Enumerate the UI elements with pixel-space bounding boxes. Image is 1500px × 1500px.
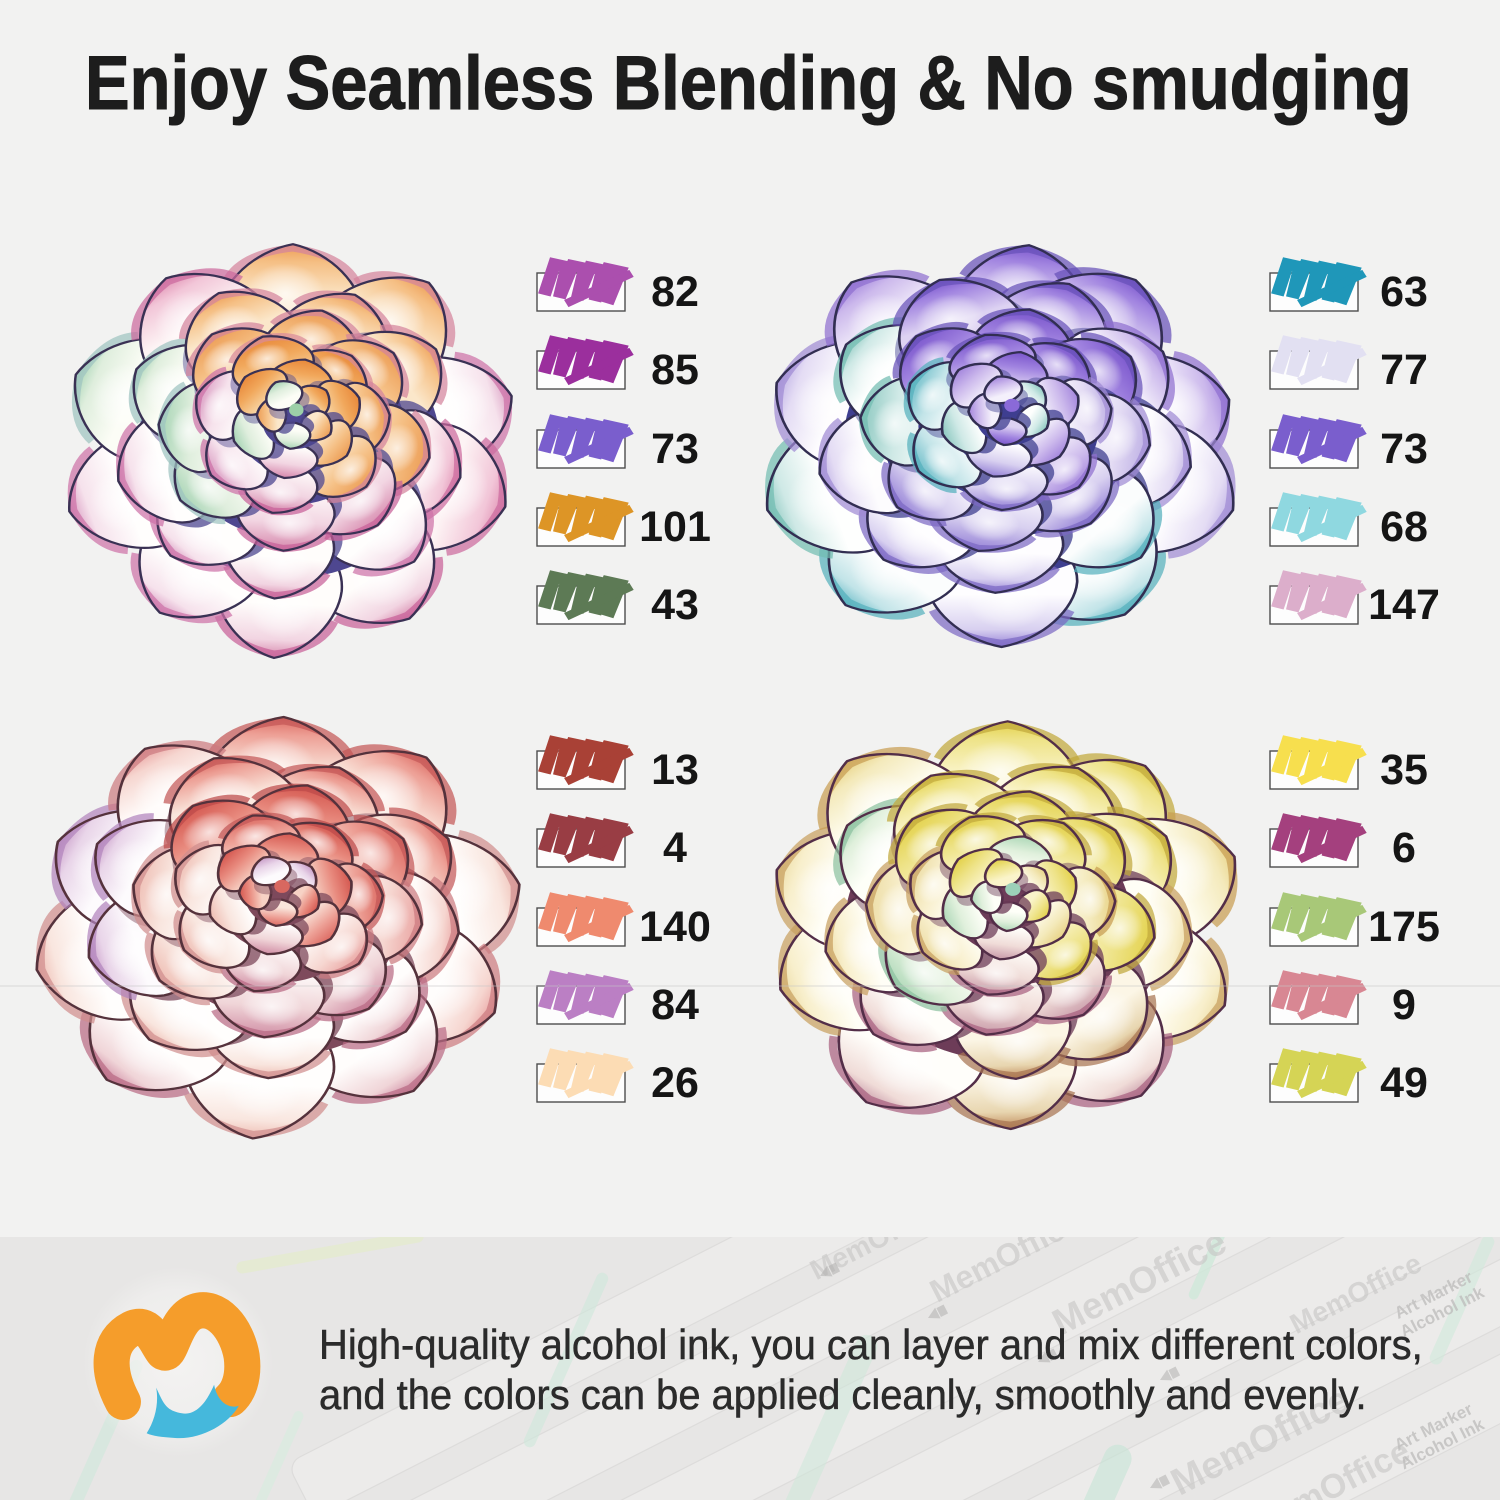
svg-text:6: 6 bbox=[1392, 824, 1416, 872]
svg-text:101: 101 bbox=[639, 503, 711, 551]
svg-text:26: 26 bbox=[651, 1059, 699, 1107]
svg-text:68: 68 bbox=[1380, 503, 1428, 551]
svg-text:35: 35 bbox=[1380, 746, 1428, 794]
svg-text:49: 49 bbox=[1380, 1059, 1428, 1107]
svg-text:73: 73 bbox=[1380, 425, 1428, 473]
svg-text:13: 13 bbox=[651, 746, 699, 794]
svg-text:4: 4 bbox=[663, 824, 687, 872]
svg-text:84: 84 bbox=[651, 981, 699, 1029]
svg-text:43: 43 bbox=[651, 581, 699, 629]
svg-text:77: 77 bbox=[1380, 346, 1428, 394]
svg-text:140: 140 bbox=[639, 903, 711, 951]
svg-text:85: 85 bbox=[651, 346, 699, 394]
svg-text:73: 73 bbox=[651, 425, 699, 473]
svg-text:147: 147 bbox=[1368, 581, 1440, 629]
svg-text:175: 175 bbox=[1368, 903, 1440, 951]
svg-text:63: 63 bbox=[1380, 268, 1428, 316]
svg-text:9: 9 bbox=[1392, 981, 1416, 1029]
svg-text:82: 82 bbox=[651, 268, 699, 316]
